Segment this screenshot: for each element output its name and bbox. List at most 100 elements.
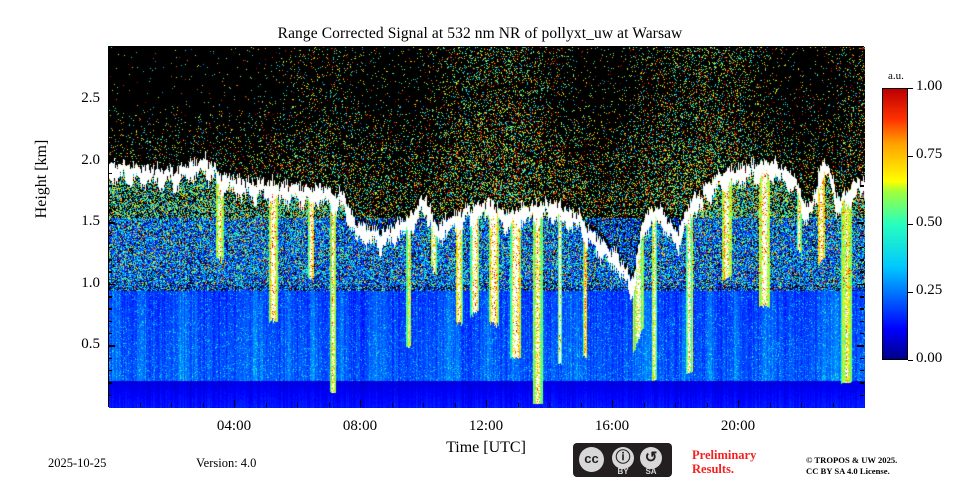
- y-minor-tick-left: [108, 49, 112, 52]
- x-minor-tick-bottom: [517, 403, 519, 407]
- page-title: Range Corrected Signal at 532 nm NR of p…: [277, 25, 683, 42]
- y-tick-label: 1.5: [81, 213, 100, 230]
- y-minor-tick-right: [860, 357, 864, 360]
- x-major-tick-bottom: [486, 400, 488, 407]
- x-minor-tick-bottom: [706, 403, 708, 407]
- y-major-tick-right: [857, 98, 864, 101]
- y-minor-tick-left: [108, 370, 112, 372]
- colorbar-tick-label: 0.00: [916, 350, 943, 366]
- x-minor-tick-bottom: [171, 403, 173, 407]
- y-minor-tick-left: [108, 86, 112, 89]
- colorbar-tick-label: 0.75: [916, 146, 943, 162]
- x-minor-tick-top: [454, 46, 456, 50]
- x-major-tick-bottom: [360, 400, 362, 407]
- y-minor-tick-left: [108, 197, 112, 199]
- copyright-line-1: © TROPOS & UW 2025.: [806, 455, 898, 465]
- y-minor-tick-right: [860, 296, 864, 298]
- y-major-tick-left: [108, 283, 115, 286]
- colorbar: [882, 88, 908, 360]
- y-tick-label: 0.5: [81, 336, 100, 353]
- y-major-tick-left: [108, 345, 115, 347]
- x-minor-tick-top: [328, 46, 330, 50]
- y-tick-label: 2.0: [81, 151, 100, 168]
- x-minor-tick-bottom: [580, 403, 582, 407]
- y-minor-tick-right: [860, 259, 864, 261]
- y-tick-label: 1.0: [81, 274, 100, 291]
- x-minor-tick-top: [769, 46, 771, 50]
- colorbar-tick: [908, 88, 913, 90]
- copyright-line-2: CC BY SA 4.0 License.: [806, 466, 890, 476]
- preliminary-results-note: Preliminary Results.: [692, 448, 802, 476]
- y-major-tick-right: [857, 345, 864, 347]
- y-major-tick-left: [108, 98, 115, 101]
- x-minor-tick-bottom: [265, 403, 267, 407]
- y-minor-tick-left: [108, 62, 112, 64]
- x-minor-tick-bottom: [643, 403, 645, 407]
- cc-by-person-icon: ⓘ: [615, 449, 631, 466]
- colorbar-tick: [908, 156, 913, 158]
- x-major-tick-bottom: [234, 400, 236, 407]
- y-minor-tick-left: [108, 172, 112, 175]
- y-minor-tick-left: [108, 135, 112, 138]
- cc-sa-circle-icon: [640, 447, 662, 469]
- x-minor-tick-top: [265, 46, 267, 50]
- heatmap-canvas: [109, 47, 865, 408]
- x-axis-title: Time [UTC]: [446, 439, 526, 456]
- y-minor-tick-right: [860, 148, 864, 150]
- y-minor-tick-right: [860, 394, 864, 397]
- x-minor-tick-top: [202, 46, 204, 50]
- y-minor-tick-right: [860, 135, 864, 138]
- colorbar-tick-label: 0.25: [916, 282, 943, 298]
- y-axis-title: Height [km]: [33, 139, 50, 219]
- y-major-tick-left: [108, 160, 115, 162]
- x-minor-tick-top: [706, 46, 708, 50]
- cc-by-label: BY: [617, 467, 629, 476]
- colorbar-tick: [908, 224, 913, 226]
- y-minor-tick-left: [108, 333, 112, 335]
- y-minor-tick-right: [860, 370, 864, 372]
- creative-commons-badge[interactable]: cc ⓘ ↺ BY SA: [573, 443, 672, 477]
- x-minor-tick-bottom: [139, 403, 141, 407]
- y-minor-tick-right: [860, 74, 864, 76]
- y-minor-tick-left: [108, 308, 112, 310]
- y-major-tick-right: [857, 222, 864, 224]
- y-minor-tick-right: [860, 209, 864, 212]
- y-minor-tick-right: [860, 49, 864, 52]
- y-minor-tick-left: [108, 271, 112, 273]
- x-minor-tick-top: [297, 46, 299, 50]
- copyright-note: © TROPOS & UW 2025. CC BY SA 4.0 License…: [806, 455, 956, 477]
- preliminary-line-1: Preliminary: [692, 448, 757, 462]
- x-minor-tick-bottom: [769, 403, 771, 407]
- footer-date: 2025-10-25: [48, 456, 107, 470]
- cc-by-circle-icon: [612, 447, 634, 469]
- x-minor-tick-bottom: [297, 403, 299, 407]
- y-minor-tick-left: [108, 357, 112, 360]
- x-major-tick-top: [360, 46, 362, 53]
- x-major-tick-top: [234, 46, 236, 53]
- x-minor-tick-top: [549, 46, 551, 50]
- y-minor-tick-left: [108, 111, 112, 113]
- y-tick-label: 2.5: [81, 89, 100, 106]
- x-minor-tick-bottom: [801, 403, 803, 407]
- x-tick-label: 16:00: [594, 418, 630, 434]
- x-minor-tick-top: [580, 46, 582, 50]
- y-minor-tick-right: [860, 197, 864, 199]
- y-minor-tick-right: [860, 382, 864, 384]
- y-minor-tick-right: [860, 123, 864, 125]
- y-major-tick-right: [857, 283, 864, 286]
- cc-glyph-icon: cc: [584, 451, 599, 466]
- y-minor-tick-right: [860, 185, 864, 187]
- x-major-tick-bottom: [738, 400, 740, 407]
- y-minor-tick-left: [108, 259, 112, 261]
- y-major-tick-left: [108, 222, 115, 224]
- y-minor-tick-right: [860, 86, 864, 89]
- x-minor-tick-bottom: [202, 403, 204, 407]
- x-tick-label: 20:00: [720, 418, 756, 434]
- y-minor-tick-right: [860, 271, 864, 273]
- y-minor-tick-right: [860, 308, 864, 310]
- x-minor-tick-bottom: [454, 403, 456, 407]
- y-minor-tick-left: [108, 382, 112, 384]
- y-minor-tick-left: [108, 234, 112, 236]
- y-major-tick-right: [857, 160, 864, 162]
